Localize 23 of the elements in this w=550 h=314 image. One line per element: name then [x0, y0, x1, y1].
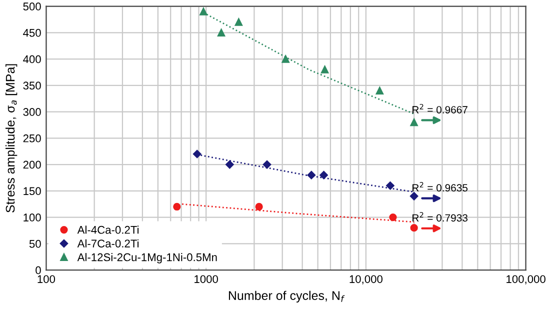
x-tick-label: 1000: [194, 275, 218, 284]
y-tick-label: 150: [24, 187, 41, 196]
legend-label: Al-7Ca-0.2Ti: [77, 239, 139, 248]
y-tick-label: 450: [23, 28, 41, 37]
y-tick-label: 400: [23, 55, 41, 64]
x-axis-title: Number of cycles, N$_{f}$: [228, 290, 345, 302]
y-axis-title: Stress amplitude, σ$_{a}$ [MPa]: [5, 64, 18, 212]
y-tick-label: 250: [23, 134, 41, 142]
y-tick-label: 500: [23, 2, 41, 10]
y-tick-label: 0: [36, 266, 41, 274]
y-tick-label: 50: [29, 240, 41, 248]
x-tick-label: 10,000: [350, 275, 382, 284]
x-tick-label: 100: [38, 275, 56, 284]
annotation: R$^{2}$ = 0.9667: [412, 104, 468, 114]
y-tick-label: 200: [23, 160, 41, 169]
annotation: R$^{2}$ = 0.7933: [412, 212, 468, 222]
y-tick-label: 350: [23, 82, 41, 90]
y-tick-label: 100: [24, 214, 41, 222]
annotation: R$^{2}$ = 0.9635: [412, 182, 468, 192]
legend-label: Al-4Ca-0.2Ti: [77, 226, 139, 234]
legend-label: Al-12Si-2Cu-1Mg-1Ni-0.5Mn: [77, 253, 217, 264]
x-tick-label: 100,000: [506, 275, 546, 284]
y-tick-label: 300: [23, 108, 41, 116]
